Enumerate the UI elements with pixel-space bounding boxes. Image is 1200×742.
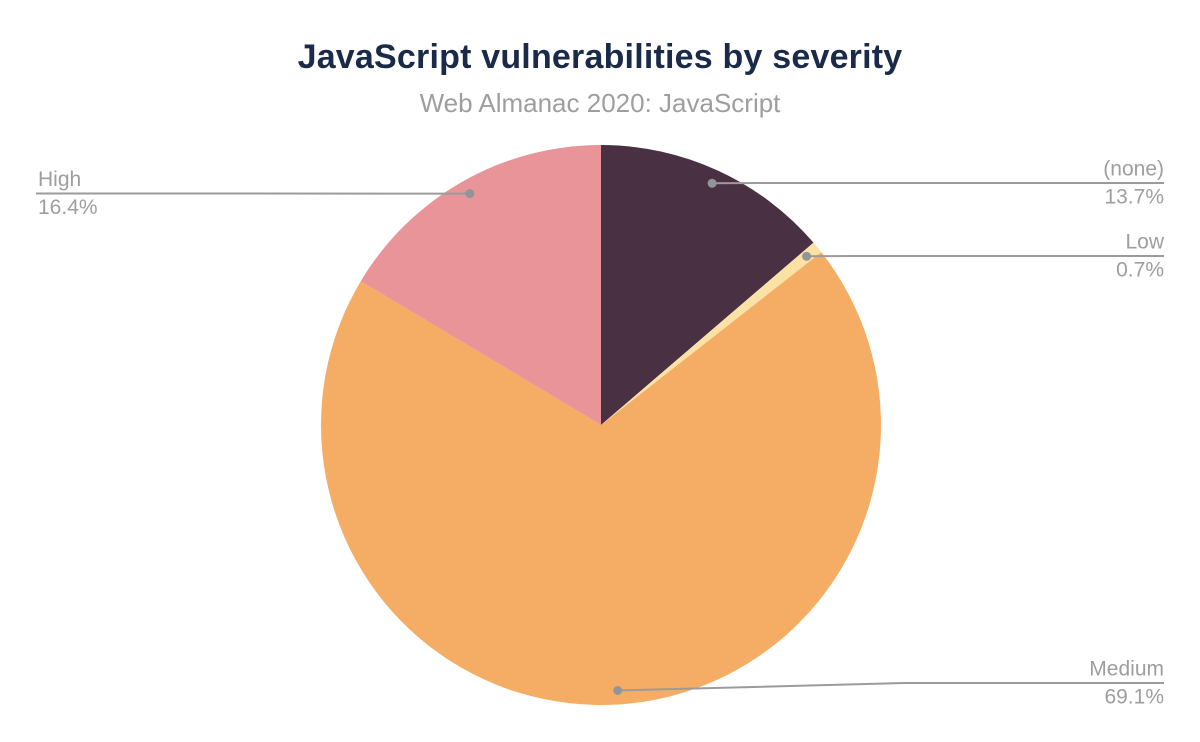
pie-slices <box>320 144 881 705</box>
pie-slice-none[interactable] <box>601 145 814 425</box>
slice-percent: 69.1% <box>1104 686 1164 709</box>
slice-callout-none: (none) 13.7% <box>1103 158 1164 209</box>
slice-label: High <box>38 168 81 191</box>
leader-dot <box>707 178 717 188</box>
slice-percent: 13.7% <box>1104 186 1164 209</box>
slice-label: Medium <box>1089 658 1164 681</box>
slice-callout-high: High 16.4% <box>38 168 98 219</box>
chart-title: JavaScript vulnerabilities by severity <box>297 38 903 76</box>
pie-slice-medium[interactable] <box>320 252 881 705</box>
pie-slice-low[interactable] <box>601 242 822 425</box>
slice-callout-low: Low 0.7% <box>1116 231 1165 282</box>
slice-callout-medium: Medium 69.1% <box>1089 658 1164 709</box>
slice-percent: 16.4% <box>38 196 98 219</box>
leader-dot <box>613 686 623 695</box>
leader-dot <box>465 189 475 199</box>
pie-slice-high[interactable] <box>360 144 601 425</box>
slice-percent: 0.7% <box>1116 259 1164 282</box>
slice-label: (none) <box>1103 158 1164 181</box>
chart-subtitle: Web Almanac 2020: JavaScript <box>419 88 781 118</box>
slice-label: Low <box>1125 231 1164 254</box>
leader-dot <box>802 251 812 261</box>
leader-lines <box>35 178 1164 695</box>
leader-line <box>617 682 1164 692</box>
